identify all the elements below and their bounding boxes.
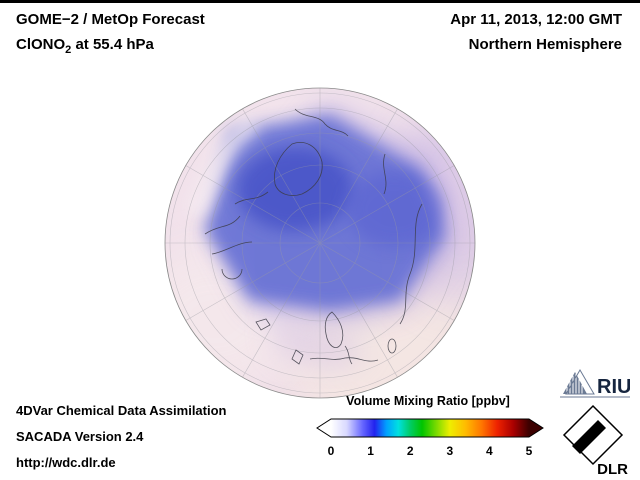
plot-title-block: GOME−2 / MetOp Forecast ClONO2 at 55.4 h… (16, 12, 205, 56)
attribution-block: 4DVar Chemical Data Assimilation SACADA … (16, 398, 227, 476)
colorbar-tick-label: 4 (486, 444, 493, 458)
globe-outline (164, 87, 476, 399)
coastline-hudson-bay (221, 268, 243, 280)
species-subscript: 2 (65, 44, 72, 56)
coastline-canada-3 (234, 191, 269, 205)
coastline-britain (291, 349, 304, 365)
top-border-bar (0, 0, 640, 3)
instrument-title: GOME−2 / MetOp Forecast (16, 11, 205, 28)
colorbar-bar (316, 418, 544, 438)
coastline-siberia (383, 153, 387, 195)
dlr-diamond-icon (562, 404, 624, 466)
dlr-wordmark: DLR (597, 461, 628, 476)
coastline-scandinavia (324, 311, 344, 348)
colorbar-tick-label: 1 (367, 444, 374, 458)
riu-logo: RIU (560, 369, 630, 398)
colorbar-tick-label: 5 (526, 444, 533, 458)
coastline-asia-east (399, 203, 423, 325)
globe-map (164, 87, 476, 399)
dlr-logo: DLR (562, 404, 628, 476)
coastlines (204, 108, 423, 365)
globe-field (165, 88, 475, 398)
pressure-level: at 55.4 hPa (71, 36, 154, 53)
graticule (165, 88, 475, 398)
field-core-siberia (347, 171, 443, 247)
colorbar-tick-label: 0 (328, 444, 335, 458)
datetime-block: Apr 11, 2013, 12:00 GMT Northern Hemisph… (450, 12, 622, 52)
species-level-title: ClONO2 at 55.4 hPa (16, 37, 205, 56)
coastline-baltic (344, 345, 353, 365)
colorbar-tick-label: 3 (446, 444, 453, 458)
coastline-bering (294, 108, 349, 137)
coastline-greenland (273, 142, 323, 196)
version-label: SACADA Version 2.4 (16, 429, 144, 444)
colorbar: 0 1 2 3 4 5 (316, 418, 544, 458)
coastline-europe-south (309, 357, 379, 362)
coastline-canada-1 (204, 215, 241, 235)
website-url: http://wdc.dlr.de (16, 455, 116, 470)
assimilation-label: 4DVar Chemical Data Assimilation (16, 403, 227, 418)
colorbar-title: Volume Mixing Ratio [ppbv] (346, 394, 510, 408)
forecast-datetime: Apr 11, 2013, 12:00 GMT (450, 11, 622, 28)
coastline-canada-2 (211, 241, 253, 255)
coastline-caspian (387, 338, 397, 354)
colorbar-tick-label: 2 (407, 444, 414, 458)
hemisphere-label: Northern Hemisphere (468, 36, 622, 53)
coastline-iceland (255, 318, 271, 331)
dlr-arrow-icon (572, 420, 606, 454)
field-core-pole (237, 147, 353, 231)
riu-wordmark: RIU (597, 376, 630, 398)
riu-triangle-outline-icon (565, 369, 595, 395)
species-name: ClONO (16, 36, 66, 53)
